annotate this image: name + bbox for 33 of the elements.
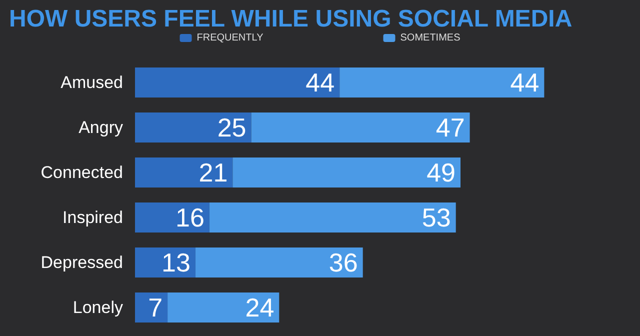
data-label: 49	[426, 158, 456, 188]
data-label: 7	[148, 292, 163, 322]
data-label: 16	[175, 202, 204, 232]
bar	[135, 112, 252, 142]
data-label: 44	[306, 68, 335, 98]
y-tick-label: Amused	[60, 73, 123, 92]
data-label: 44	[510, 68, 540, 98]
data-label: 36	[328, 248, 358, 278]
bar	[135, 248, 196, 278]
bar	[209, 202, 456, 232]
y-tick-label: Depressed	[40, 253, 123, 272]
y-tick-label: Lonely	[72, 298, 124, 317]
bar	[135, 68, 340, 98]
bar	[340, 68, 544, 98]
y-tick-label: Connected	[40, 163, 123, 182]
data-label: 53	[422, 202, 451, 232]
bar	[232, 158, 460, 188]
legend-label: SOMETIMES	[400, 32, 461, 44]
bar	[135, 202, 210, 232]
bar	[168, 292, 280, 322]
bar	[251, 112, 470, 142]
bar	[135, 158, 233, 188]
data-label: 47	[436, 112, 465, 142]
bar	[135, 292, 168, 322]
data-label: 25	[217, 112, 246, 142]
legend-label: FREQUENTLY	[196, 32, 264, 44]
chart-title: HOW USERS FEEL WHILE USING SOCIAL MEDIA	[9, 6, 572, 32]
data-label: 13	[162, 248, 190, 278]
y-tick-label: Angry	[78, 118, 124, 137]
y-tick-label: Inspired	[62, 208, 123, 227]
data-label: 24	[245, 292, 274, 322]
data-label: 21	[198, 158, 228, 188]
bar	[195, 248, 363, 278]
